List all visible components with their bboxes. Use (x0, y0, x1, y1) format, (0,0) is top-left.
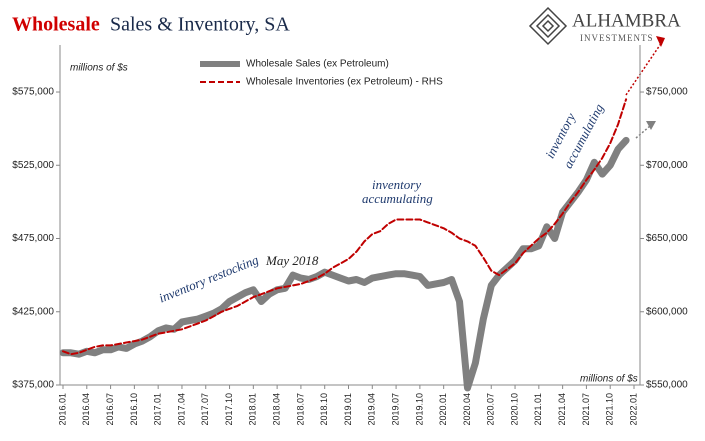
series-line (59, 136, 630, 392)
x-tick-label: 2021.07 (581, 393, 591, 426)
x-tick-label: 2021.04 (557, 393, 567, 426)
x-tick-label: 2018.04 (272, 393, 282, 426)
annotation: accumulating (362, 191, 433, 206)
arrow-head (646, 121, 656, 130)
x-tick-label: 2016.04 (81, 393, 91, 426)
x-tick-label: 2017.07 (200, 393, 210, 426)
arrow-head (656, 36, 665, 47)
logo-mark (528, 6, 568, 46)
x-tick-label: 2019.07 (390, 393, 400, 426)
x-tick-label: 2020.10 (509, 393, 519, 426)
y-tick-label: $425,000 (12, 306, 54, 317)
x-tick-label: 2018.01 (248, 393, 258, 426)
y2-tick-label: $650,000 (646, 233, 688, 244)
logo-tagline: INVESTMENTS (580, 33, 654, 43)
x-tick-label: 2020.04 (462, 393, 472, 426)
annotation: inventory (372, 177, 421, 192)
x-tick-label: 2018.10 (319, 393, 329, 426)
x-tick-label: 2016.01 (57, 393, 67, 426)
y2-unit-label: millions of $s (580, 374, 638, 385)
x-tick-label: 2016.10 (129, 393, 139, 426)
x-tick-label: 2017.04 (176, 393, 186, 426)
y-tick-label: $525,000 (12, 160, 54, 171)
x-tick-label: 2016.07 (105, 393, 115, 426)
extrapolation-arrow (635, 125, 651, 139)
y-tick-label: $375,000 (12, 380, 54, 391)
x-tick-label: 2019.01 (343, 393, 353, 426)
x-tick-label: 2019.10 (414, 393, 424, 426)
x-tick-label: 2017.10 (224, 393, 234, 426)
y-tick-label: $475,000 (12, 233, 54, 244)
y2-tick-label: $550,000 (646, 380, 688, 391)
x-tick-label: 2020.01 (438, 393, 448, 426)
y2-tick-label: $750,000 (646, 87, 688, 98)
chart-title: Sales & Inventory, SA (110, 14, 290, 36)
legend-label: Wholesale Sales (ex Petroleum) (246, 59, 389, 70)
extrapolation-arrow (625, 41, 663, 96)
logo-name: ALHAMBRA (572, 10, 681, 31)
y2-tick-label: $700,000 (646, 160, 688, 171)
y-tick-label: $575,000 (12, 87, 54, 98)
x-tick-label: 2017.01 (153, 393, 163, 426)
x-tick-label: 2022.01 (628, 393, 638, 426)
series-line (62, 98, 628, 356)
x-tick-label: 2021.10 (605, 393, 615, 426)
x-tick-label: 2021.01 (533, 393, 543, 426)
x-tick-label: 2020.07 (486, 393, 496, 426)
y2-tick-label: $600,000 (646, 306, 688, 317)
chart-title-highlight: Wholesale (12, 14, 100, 36)
legend-label: Wholesale Inventories (ex Petroleum) - R… (246, 77, 443, 88)
y-unit-label: millions of $s (70, 63, 128, 74)
annotation: inventory restocking (157, 252, 261, 306)
x-tick-label: 2019.04 (367, 393, 377, 426)
annotation: May 2018 (265, 253, 319, 268)
x-tick-label: 2018.07 (295, 393, 305, 426)
